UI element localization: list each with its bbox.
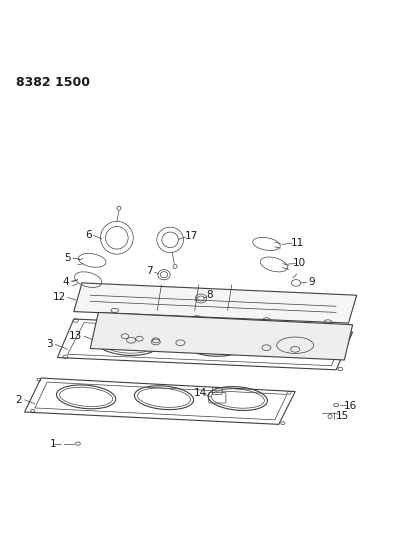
Text: 17: 17: [185, 231, 198, 241]
Text: 14: 14: [194, 388, 207, 398]
Text: 2: 2: [15, 395, 22, 405]
Polygon shape: [67, 322, 344, 366]
Text: 8382 1500: 8382 1500: [16, 76, 90, 89]
Text: 6: 6: [85, 230, 91, 239]
Polygon shape: [25, 378, 294, 424]
Text: 11: 11: [290, 238, 303, 248]
Text: 10: 10: [292, 258, 305, 268]
Polygon shape: [57, 319, 352, 370]
Text: 8: 8: [205, 290, 212, 300]
Text: 7: 7: [146, 266, 153, 277]
Text: 13: 13: [69, 331, 82, 341]
Polygon shape: [90, 312, 352, 360]
Text: 12: 12: [53, 292, 66, 302]
Text: 4: 4: [62, 277, 69, 287]
Polygon shape: [74, 283, 356, 323]
Text: 5: 5: [64, 253, 71, 263]
Text: 3: 3: [46, 340, 52, 350]
Polygon shape: [35, 382, 286, 420]
Text: 9: 9: [308, 277, 314, 287]
Text: 16: 16: [343, 401, 356, 411]
Text: 1: 1: [50, 439, 56, 449]
Text: 15: 15: [335, 411, 348, 421]
